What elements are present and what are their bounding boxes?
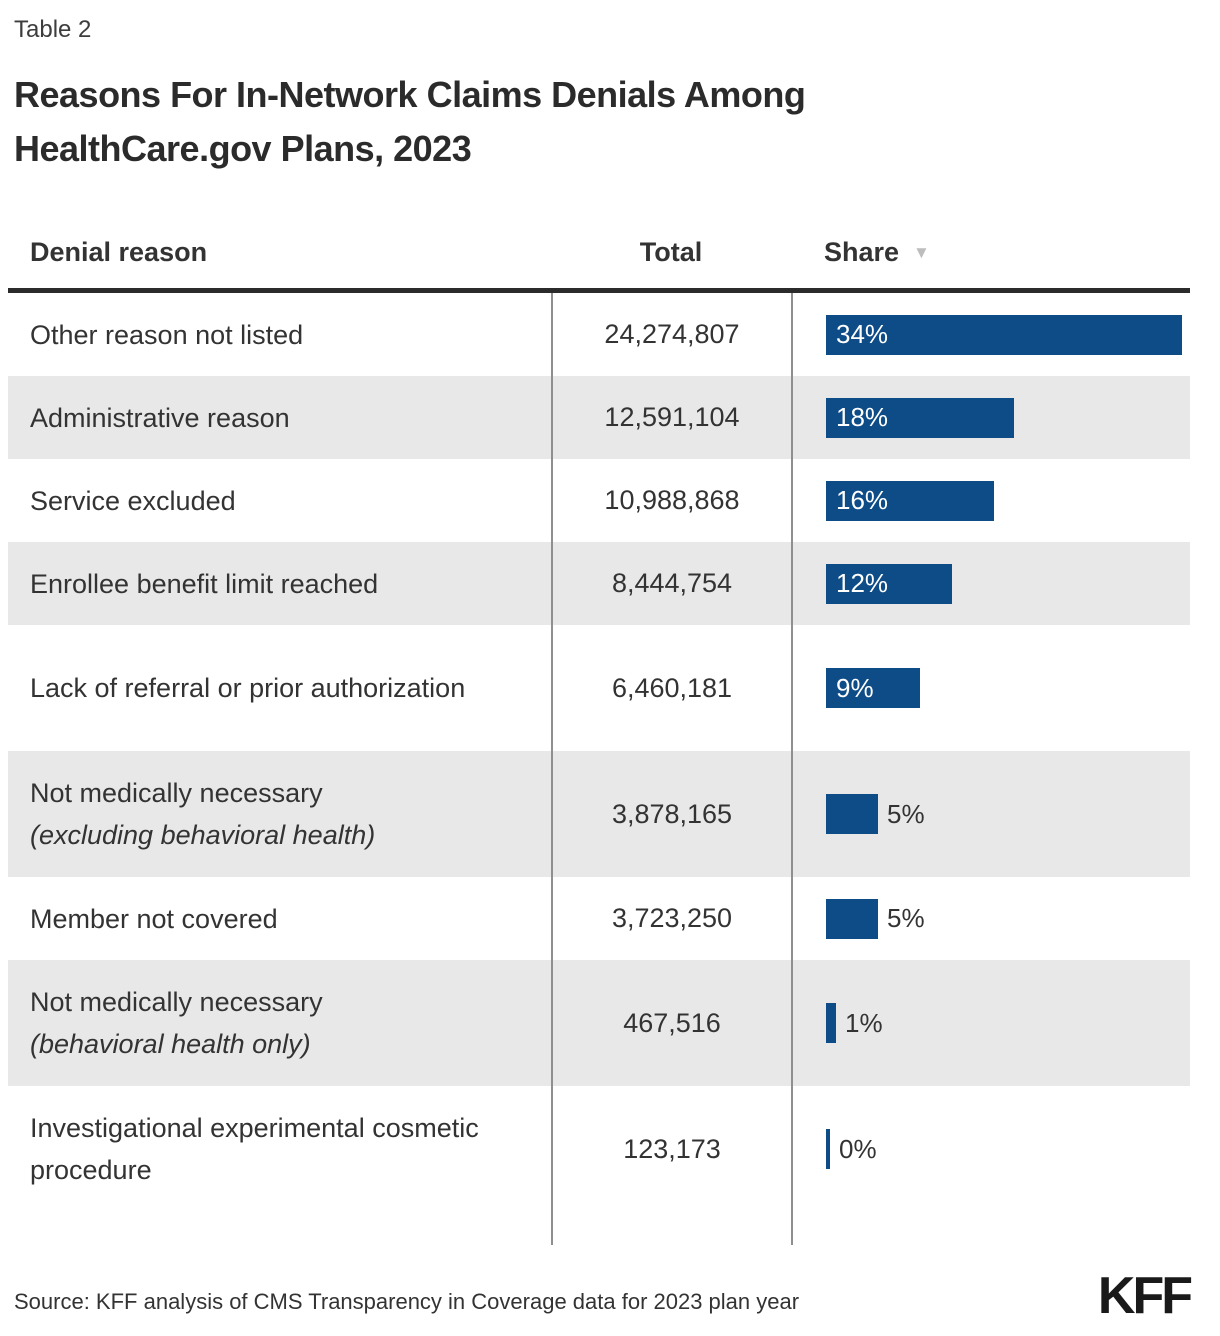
denial-reason-label: Not medically necessary <box>30 778 323 808</box>
denial-reason-label: Administrative reason <box>30 402 290 433</box>
header-divider <box>8 288 1190 293</box>
denial-reason-label: Investigational experimental cosmetic pr… <box>30 1113 479 1185</box>
denial-reason-note: (behavioral health only) <box>30 1029 311 1059</box>
table-label: Table 2 <box>14 16 92 43</box>
total-value: 123,173 <box>551 1086 791 1212</box>
col-header-share-label: Share <box>824 236 900 267</box>
share-bar: 9% <box>826 668 920 708</box>
denial-reason-label: Member not covered <box>30 903 278 934</box>
sort-descending-icon[interactable]: ▼ <box>913 242 930 262</box>
table-row: Enrollee benefit limit reached 8,444,754… <box>8 542 1190 625</box>
total-value: 8,444,754 <box>551 542 791 625</box>
table-row: Investigational experimental cosmetic pr… <box>8 1086 1190 1212</box>
table-row: Service excluded 10,988,868 16% <box>8 459 1190 542</box>
kff-figure: Table 2 Reasons For In-Network Claims De… <box>8 16 1190 1245</box>
figure-title: Reasons For In-Network Claims Denials Am… <box>14 74 806 169</box>
share-value: 12% <box>836 568 889 598</box>
denial-reason-label: Lack of referral or prior authorization <box>30 673 466 703</box>
share-value: 16% <box>836 485 889 515</box>
share-bar: 16% <box>826 480 994 521</box>
share-value: 5% <box>887 903 925 933</box>
share-value: 1% <box>845 1007 883 1038</box>
table-row: Administrative reason 12,591,104 18% <box>8 376 1190 459</box>
total-value: 3,723,250 <box>551 877 791 960</box>
total-value: 6,460,181 <box>551 625 791 751</box>
denial-reason-note: (excluding behavioral health) <box>30 820 376 850</box>
total-value: 24,274,807 <box>551 293 791 376</box>
table-header-row: Denial reason Total Share ▼ <box>8 216 1190 288</box>
table-row: Not medically necessary (excluding behavi… <box>8 751 1190 877</box>
col-header-total[interactable]: Total <box>639 236 703 267</box>
table-row: Not medically necessary (behavioral healt… <box>8 960 1190 1086</box>
table-row: Member not covered 3,723,250 5% <box>8 877 1190 960</box>
share-bar: 34% <box>826 314 1182 355</box>
share-value: 34% <box>836 319 889 349</box>
share-value: 5% <box>887 798 925 829</box>
share-value: 9% <box>836 672 874 703</box>
total-value: 12,591,104 <box>551 376 791 459</box>
denial-reason-label: Service excluded <box>30 485 236 516</box>
denial-reasons-table: Denial reason Total Share ▼ Other reason… <box>8 216 1190 1245</box>
share-bar <box>826 794 878 834</box>
col-header-denial-reason[interactable]: Denial reason <box>30 236 208 267</box>
total-value: 467,516 <box>551 960 791 1086</box>
denial-reason-label: Enrollee benefit limit reached <box>30 568 379 599</box>
table-bottom-spacer <box>8 1212 1190 1245</box>
share-bar <box>826 1129 830 1169</box>
table-row: Other reason not listed 24,274,807 34% <box>8 293 1190 376</box>
denial-reason-label: Other reason not listed <box>30 319 304 350</box>
figure-footer: Source: KFF analysis of CMS Transparency… <box>14 1267 1193 1325</box>
share-bar <box>826 898 878 939</box>
total-value: 3,878,165 <box>551 751 791 877</box>
table-row: Lack of referral or prior authorization … <box>8 625 1190 751</box>
col-header-share[interactable]: Share ▼ <box>791 237 1190 268</box>
kff-logo: KFF <box>1097 1267 1193 1325</box>
share-value: 0% <box>839 1133 877 1164</box>
share-bar: 12% <box>826 563 952 604</box>
share-bar: 18% <box>826 397 1014 438</box>
total-value: 10,988,868 <box>551 459 791 542</box>
share-bar <box>826 1003 836 1043</box>
denial-reason-label: Not medically necessary <box>30 987 323 1017</box>
share-value: 18% <box>836 402 889 432</box>
source-note: Source: KFF analysis of CMS Transparency… <box>14 1289 800 1314</box>
